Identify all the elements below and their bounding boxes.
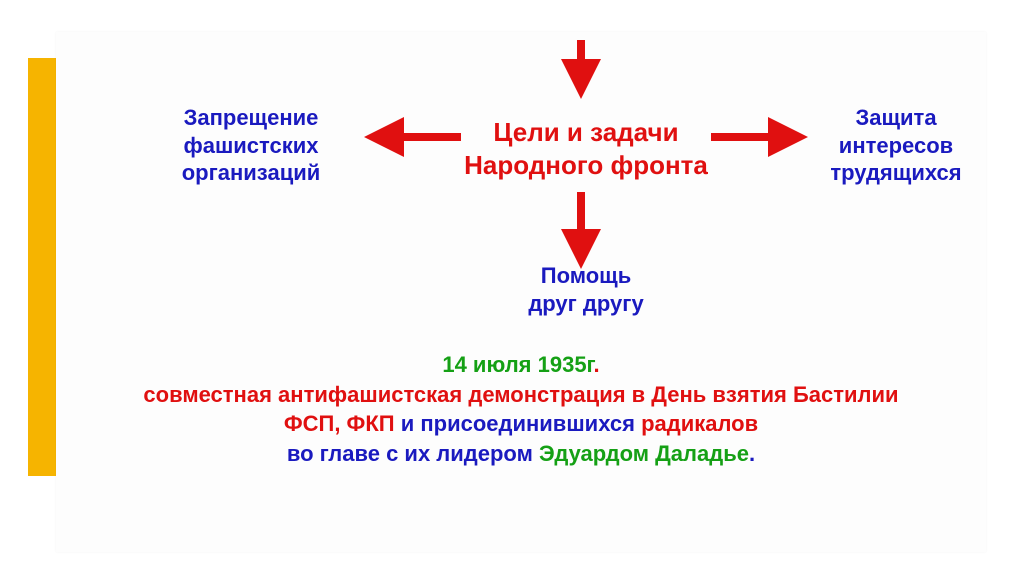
footer-paragraph: 14 июля 1935г. совместная антифашистская … [56,350,986,469]
accent-vertical [28,58,56,476]
footer-segment: радикалов [641,411,758,436]
footer-segment: 14 июля 1935г [442,352,593,377]
footer-segment: совместная [143,382,278,407]
footer-segment: . [749,441,755,466]
content-panel: Цели и задачи Народного фронта Запрещени… [56,32,986,552]
footer-segment: в День взятия Бастилии [632,382,899,407]
footer-segment: ФСП, ФКП [284,411,401,436]
slide: Цели и задачи Народного фронта Запрещени… [0,0,1024,576]
diagram-arrows [56,32,986,552]
footer-segment: . [594,352,600,377]
footer-segment: Эдуардом Даладье [539,441,749,466]
footer-segment: и присоединившихся [401,411,641,436]
footer-segment: во главе с их лидером [287,441,539,466]
footer-segment: антифашистская демонстрация [278,382,632,407]
